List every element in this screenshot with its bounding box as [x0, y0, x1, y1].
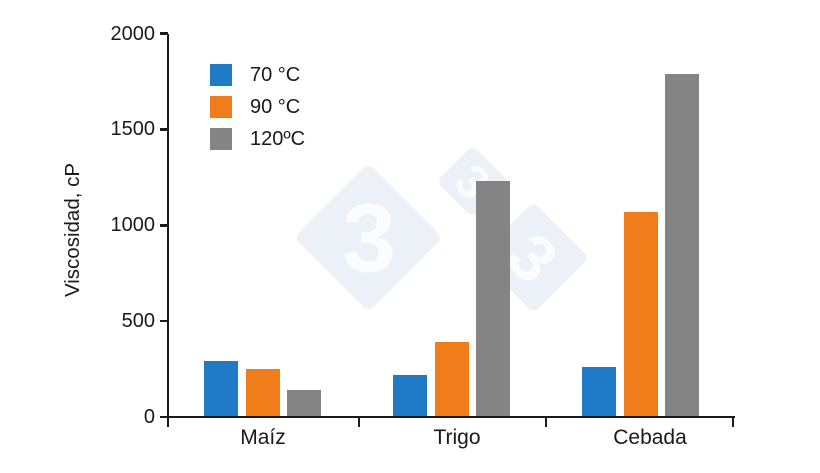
y-axis-tick-label: 2000 [110, 22, 156, 45]
bar-trigo-90°C [434, 342, 469, 417]
x-axis-tick [166, 416, 170, 427]
x-axis-tick [544, 416, 548, 427]
y-axis-tick-label: 0 [143, 406, 155, 428]
y-axis-tick-label: 500 [121, 310, 155, 333]
x-category-label: Trigo [433, 426, 481, 449]
y-axis-tick [159, 319, 168, 323]
bar-maíz-120ºC [287, 390, 321, 417]
y-axis-tick-label: 1500 [110, 118, 156, 141]
y-axis-tick [159, 32, 168, 35]
x-category-label: Maíz [240, 426, 286, 449]
bar-cebada-90°C [623, 211, 658, 417]
x-axis-line [159, 415, 735, 419]
watermark-3-icon: 3 [341, 182, 395, 292]
legend-swatch [210, 127, 232, 150]
bar-maíz-70°C [204, 361, 238, 417]
bar-cebada-120ºC [665, 73, 699, 417]
x-category-label: Cebada [613, 426, 687, 449]
legend-label: 90 °C [250, 95, 301, 118]
bar-trigo-120ºC [476, 181, 510, 417]
watermark-diamond-large: 3 [293, 162, 443, 312]
legend-swatch [210, 95, 232, 118]
legend-label: 70 °C [250, 64, 301, 86]
bar-maíz-90°C [245, 369, 280, 417]
y-axis-tick [159, 128, 168, 131]
y-axis-tick-label: 1000 [110, 214, 156, 237]
y-axis-title: Viscosidad, cP [61, 162, 84, 298]
legend-swatch [210, 64, 232, 86]
x-axis-tick [731, 416, 735, 427]
x-axis-tick [357, 416, 361, 427]
y-axis-tick [159, 415, 168, 419]
bar-trigo-70°C [393, 374, 427, 417]
legend-label: 120ºC [250, 127, 306, 150]
bar-cebada-70°C [582, 367, 616, 417]
y-axis-tick [159, 224, 168, 227]
